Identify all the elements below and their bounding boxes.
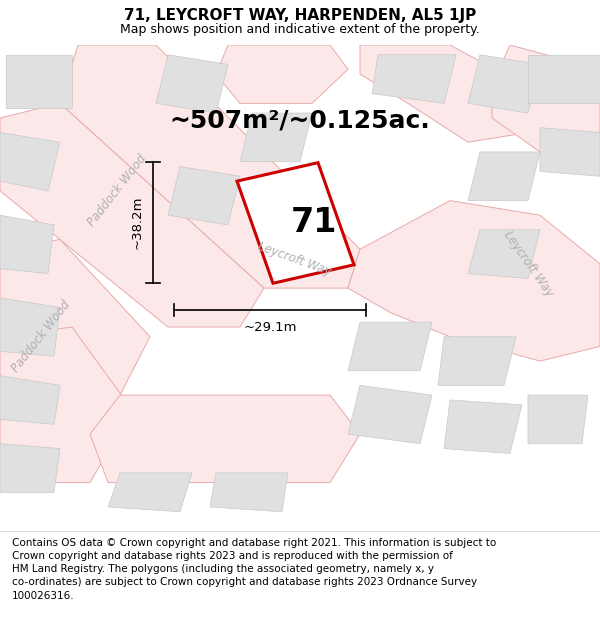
Polygon shape [492, 45, 600, 152]
Polygon shape [348, 322, 432, 371]
Polygon shape [0, 103, 264, 327]
Polygon shape [468, 152, 540, 201]
Polygon shape [6, 55, 72, 108]
Polygon shape [0, 239, 150, 395]
Polygon shape [0, 376, 60, 424]
Polygon shape [0, 215, 54, 274]
Text: ~29.1m: ~29.1m [243, 321, 297, 334]
Polygon shape [156, 55, 228, 113]
Text: Map shows position and indicative extent of the property.: Map shows position and indicative extent… [120, 23, 480, 36]
Text: 71, LEYCROFT WAY, HARPENDEN, AL5 1JP: 71, LEYCROFT WAY, HARPENDEN, AL5 1JP [124, 8, 476, 23]
Text: Leycroft Way: Leycroft Way [256, 239, 332, 278]
Text: Paddock Wood: Paddock Wood [85, 152, 149, 229]
Text: Contains OS data © Crown copyright and database right 2021. This information is : Contains OS data © Crown copyright and d… [12, 538, 496, 601]
Polygon shape [90, 395, 360, 482]
Polygon shape [348, 386, 432, 444]
Polygon shape [237, 162, 354, 283]
Text: Paddock Wood: Paddock Wood [9, 298, 73, 375]
Polygon shape [216, 45, 348, 103]
Polygon shape [348, 201, 600, 361]
Polygon shape [528, 55, 600, 103]
Polygon shape [438, 337, 516, 386]
Text: ~38.2m: ~38.2m [130, 196, 143, 249]
Polygon shape [168, 166, 240, 225]
Text: Leycroft Way: Leycroft Way [500, 229, 556, 299]
Polygon shape [360, 45, 540, 142]
Polygon shape [468, 55, 540, 113]
Text: 71: 71 [290, 206, 337, 239]
Polygon shape [210, 473, 288, 512]
Polygon shape [540, 127, 600, 176]
Polygon shape [0, 298, 60, 356]
Polygon shape [0, 132, 60, 191]
Polygon shape [528, 395, 588, 444]
Polygon shape [444, 400, 522, 454]
Polygon shape [468, 230, 540, 278]
Polygon shape [372, 55, 456, 103]
Text: ~507m²/~0.125ac.: ~507m²/~0.125ac. [170, 108, 430, 132]
Polygon shape [108, 473, 192, 512]
Polygon shape [0, 327, 132, 482]
Polygon shape [240, 113, 312, 162]
Polygon shape [60, 45, 360, 288]
Polygon shape [0, 444, 60, 493]
